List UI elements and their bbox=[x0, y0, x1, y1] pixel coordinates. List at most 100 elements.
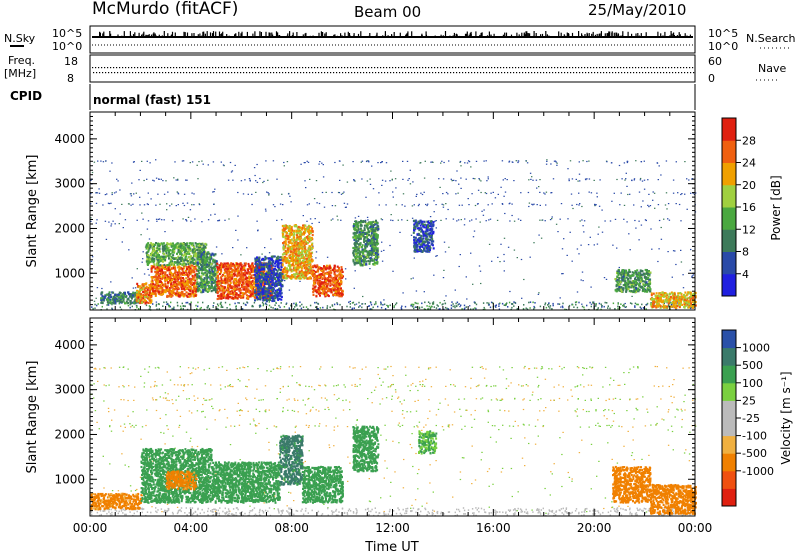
freq-point bbox=[371, 67, 373, 69]
echo-point bbox=[260, 271, 263, 275]
echo-point bbox=[118, 299, 121, 302]
echo-point bbox=[427, 301, 430, 303]
echo-point bbox=[609, 307, 611, 310]
echo-point bbox=[232, 264, 234, 267]
nave-point bbox=[681, 72, 683, 74]
echo-point bbox=[216, 297, 219, 301]
echo-point bbox=[148, 305, 151, 307]
echo-point bbox=[157, 292, 160, 295]
echo-point bbox=[95, 192, 97, 194]
echo-point bbox=[232, 285, 235, 288]
echo-point bbox=[129, 193, 132, 195]
echo-point bbox=[180, 246, 183, 249]
nave-point bbox=[468, 72, 470, 74]
freq-point bbox=[605, 67, 607, 69]
echo-point bbox=[198, 288, 200, 291]
noise-spike bbox=[560, 32, 562, 37]
noise-spike bbox=[197, 34, 199, 37]
echo-point bbox=[157, 303, 160, 305]
echo-point bbox=[249, 286, 252, 289]
echo-point bbox=[250, 270, 253, 273]
echo-point bbox=[246, 280, 249, 283]
echo-point bbox=[578, 173, 581, 175]
echo-point bbox=[150, 266, 153, 270]
echo-point bbox=[487, 204, 489, 206]
echo-point bbox=[272, 299, 274, 302]
echo-point bbox=[196, 286, 199, 289]
echo-point bbox=[307, 308, 309, 310]
echo-point bbox=[670, 303, 673, 306]
echo-point bbox=[136, 306, 138, 309]
echo-point bbox=[256, 290, 259, 293]
nave-point bbox=[186, 72, 188, 74]
nave-point bbox=[609, 72, 611, 74]
echo-point bbox=[258, 285, 261, 288]
echo-point bbox=[425, 203, 427, 206]
echo-point bbox=[173, 177, 175, 179]
echo-point bbox=[653, 192, 656, 194]
freq-point bbox=[155, 67, 157, 69]
echo-point bbox=[176, 191, 178, 193]
echo-point bbox=[236, 283, 239, 286]
echo-point bbox=[513, 180, 515, 182]
echo-point bbox=[201, 260, 204, 263]
freq-point bbox=[467, 67, 469, 69]
echo-point bbox=[272, 277, 274, 280]
echo-point bbox=[252, 268, 255, 271]
nave-point bbox=[603, 72, 605, 74]
echo-point bbox=[200, 272, 203, 275]
echo-point bbox=[106, 300, 109, 304]
noise-spike bbox=[334, 35, 336, 37]
echo-point bbox=[157, 284, 160, 287]
noise-spike bbox=[138, 32, 140, 37]
echo-point bbox=[527, 191, 530, 194]
noise-spike bbox=[606, 33, 608, 37]
echo-point bbox=[385, 162, 388, 164]
echo-point bbox=[643, 160, 645, 162]
echo-point bbox=[241, 268, 244, 272]
echo-point bbox=[182, 160, 185, 162]
echo-point bbox=[595, 204, 597, 206]
echo-point bbox=[236, 275, 239, 278]
noise-spike bbox=[320, 31, 322, 37]
nave-point bbox=[417, 72, 419, 74]
echo-point bbox=[236, 297, 239, 300]
noise-spike bbox=[490, 34, 492, 37]
noise-spike bbox=[384, 31, 386, 37]
echo-point bbox=[201, 259, 204, 262]
noise-spike bbox=[234, 34, 236, 37]
echo-point bbox=[212, 161, 215, 163]
echo-point bbox=[445, 295, 447, 297]
echo-point bbox=[190, 270, 193, 273]
freq-point bbox=[290, 67, 292, 69]
echo-point bbox=[178, 243, 181, 246]
nave-point bbox=[189, 72, 191, 74]
freq-point bbox=[215, 67, 217, 69]
echo-point bbox=[179, 253, 182, 256]
echo-point bbox=[551, 216, 553, 218]
echo-point bbox=[175, 294, 178, 297]
echo-point bbox=[509, 220, 511, 222]
echo-point bbox=[202, 281, 205, 284]
freq-point bbox=[407, 67, 409, 69]
freq-point bbox=[263, 67, 265, 69]
echo-point bbox=[226, 262, 229, 265]
echo-point bbox=[150, 265, 153, 268]
echo-point bbox=[166, 203, 168, 205]
echo-point bbox=[364, 219, 367, 221]
echo-point bbox=[267, 292, 270, 295]
echo-point bbox=[247, 269, 250, 272]
echo-point bbox=[433, 274, 435, 276]
echo-point bbox=[147, 297, 150, 300]
echo-point bbox=[189, 273, 192, 276]
echo-point bbox=[218, 296, 221, 299]
echo-point bbox=[293, 308, 295, 310]
echo-point bbox=[469, 220, 471, 222]
echo-point bbox=[224, 301, 227, 304]
echo-point bbox=[164, 267, 166, 270]
echo-point bbox=[98, 192, 101, 194]
echo-point bbox=[594, 205, 596, 207]
echo-point bbox=[272, 255, 275, 258]
echo-point bbox=[185, 263, 188, 266]
echo-point bbox=[246, 301, 248, 303]
